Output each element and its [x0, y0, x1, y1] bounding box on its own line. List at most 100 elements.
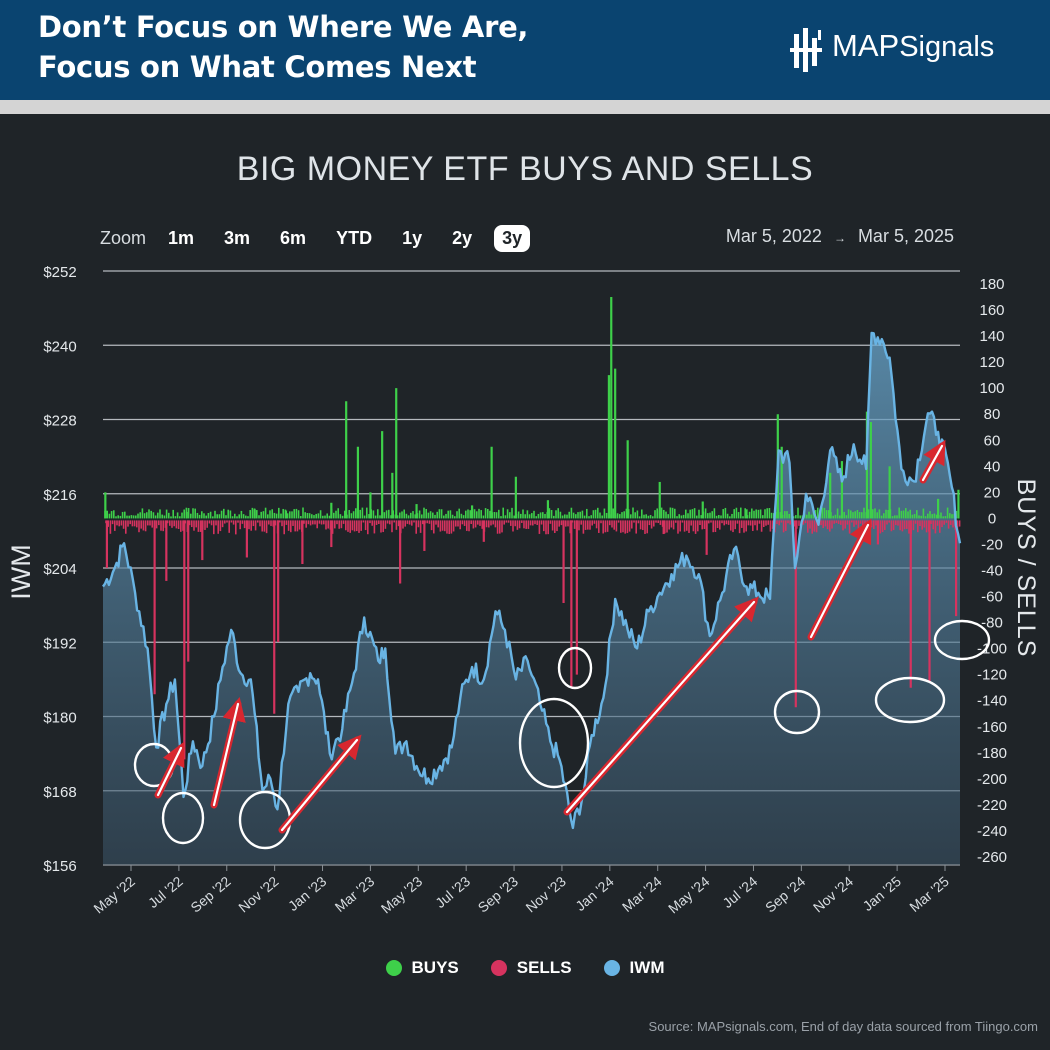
y-right-tick-label: -20: [981, 536, 1003, 553]
x-tick-label: May '22: [90, 873, 138, 917]
y-right-tick-label: -220: [977, 797, 1007, 814]
x-tick-label: Jan '24: [572, 873, 617, 914]
mapsignals-logo: MAPSignals: [790, 24, 1020, 78]
y-right-tick-label: -40: [981, 563, 1003, 580]
headline-line-1: Don’t Focus on Where We Are,: [38, 10, 529, 44]
annotation-arrow: [280, 738, 359, 832]
legend-dot-iwm: [603, 960, 620, 976]
annotation-circle: [557, 646, 593, 690]
header-banner: Don’t Focus on Where We Are, Focus on Wh…: [0, 0, 1050, 100]
x-tick-label: Sep '23: [475, 873, 521, 916]
annotation-circle: [773, 689, 821, 735]
range-start[interactable]: Mar 5, 2022: [725, 226, 822, 246]
y-right-tick-label: 120: [979, 354, 1004, 371]
legend-label-iwm: IWM: [629, 958, 665, 977]
range-end[interactable]: Mar 5, 2025: [857, 226, 954, 246]
y-left-tick-label: $216: [43, 487, 76, 504]
y-left-tick-label: $228: [43, 413, 76, 430]
date-range: Mar 5, 2022 → Mar 5, 2025: [726, 226, 954, 247]
annotation-circle: [518, 697, 590, 789]
y-right-tick-label: -100: [977, 641, 1007, 658]
x-tick-label: Nov '23: [523, 873, 569, 916]
zoom-button-6m[interactable]: 6m: [280, 227, 307, 248]
zoom-button-2y[interactable]: 2y: [452, 227, 473, 248]
annotation-circle: [933, 619, 991, 661]
y-left-tick-label: $168: [43, 784, 76, 801]
legend-label-sells: SELLS: [516, 958, 572, 977]
y-right-tick-label: -160: [977, 719, 1007, 736]
legend-item-buys[interactable]: BUYS: [385, 958, 459, 978]
x-tick-label: May '24: [665, 873, 713, 917]
y-right-tick-label: -180: [977, 745, 1007, 762]
legend-dot-sells: [490, 960, 507, 976]
x-tick-label: Sep '22: [187, 873, 233, 916]
iwm-area: [103, 332, 960, 865]
y-right-tick-label: 160: [979, 302, 1004, 319]
y-right-axis-title: BUYS / SELLS: [1012, 479, 1040, 658]
logo-wordmark: MAPSignals: [832, 28, 994, 64]
x-tick-label: Mar '24: [619, 873, 665, 915]
y-right-tick-label: -140: [977, 693, 1007, 710]
range-arrow-icon: →: [833, 231, 846, 245]
x-tick-label: Nov '22: [235, 873, 281, 916]
y-left-tick-label: $240: [43, 338, 76, 355]
y-right-tick-label: 80: [984, 406, 1001, 423]
x-tick-label: Jan '25: [860, 873, 905, 914]
y-right-tick-label: 180: [979, 276, 1004, 293]
y-left-tick-label: $180: [43, 710, 76, 727]
y-right-tick-label: -80: [981, 615, 1003, 632]
y-right-tick-label: -260: [977, 849, 1007, 866]
annotation-circle: [874, 676, 946, 724]
iwm-line: [102, 331, 962, 830]
source-note: Source: MAPsignals.com, End of day data …: [648, 1019, 1038, 1034]
annotation-arrow: [921, 444, 944, 482]
legend-item-iwm[interactable]: IWM: [603, 958, 665, 978]
logo-mark-icon: [790, 28, 822, 72]
chart-legend: BUYS SELLS IWM: [0, 958, 1050, 978]
y-right-tick-label: 0: [988, 510, 996, 527]
x-tick-label: Jul '22: [145, 873, 186, 911]
header-divider: [0, 100, 1050, 114]
zoom-button-1y[interactable]: 1y: [402, 227, 423, 248]
annotation-circle: [161, 791, 205, 845]
y-right-tick-label: 100: [979, 380, 1004, 397]
logo-map: MAP: [832, 28, 900, 63]
annotation-arrow: [809, 523, 870, 639]
legend-item-sells[interactable]: SELLS: [490, 958, 572, 978]
y-left-tick-label: $252: [43, 264, 76, 281]
chart-title: BIG MONEY ETF BUYS AND SELLS: [236, 150, 814, 188]
y-left-tick-label: $192: [43, 635, 76, 652]
x-tick-label: Mar '23: [332, 873, 378, 915]
zoom-toolbar: Zoom 1m 3m 6m YTD 1y 2y 3y: [100, 224, 544, 252]
logo-signals: Signals: [899, 31, 995, 63]
x-tick-label: Jul '23: [432, 873, 473, 911]
x-tick-label: May '23: [378, 873, 426, 917]
zoom-button-ytd[interactable]: YTD: [336, 227, 373, 248]
y-right-tick-label: 60: [984, 432, 1001, 449]
x-tick-label: Nov '24: [810, 873, 856, 916]
annotation-arrow: [565, 600, 756, 814]
annotation-arrow: [156, 746, 183, 797]
zoom-button-3y[interactable]: 3y: [494, 224, 531, 252]
zoom-button-3m[interactable]: 3m: [224, 227, 251, 248]
zoom-label: Zoom: [100, 227, 147, 248]
y-left-tick-label: $204: [43, 561, 76, 578]
headline-line-2: Focus on What Comes Next: [38, 50, 477, 84]
annotation-arrow: [212, 702, 240, 807]
legend-dot-buys: [385, 960, 402, 976]
x-tick-label: Jan '23: [285, 873, 330, 914]
zoom-button-1m[interactable]: 1m: [168, 227, 195, 248]
y-right-tick-label: -60: [981, 589, 1003, 606]
y-right-tick-label: 40: [984, 458, 1001, 475]
y-right-tick-label: -200: [977, 771, 1007, 788]
y-right-tick-label: -240: [977, 823, 1007, 840]
y-right-tick-label: 140: [979, 328, 1004, 345]
legend-label-buys: BUYS: [411, 958, 459, 977]
y-right-tick-label: 20: [984, 484, 1001, 501]
y-right-tick-label: -120: [977, 667, 1007, 684]
x-tick-label: Jul '24: [719, 873, 760, 911]
y-left-axis-title: IWM: [6, 544, 36, 599]
x-tick-label: Sep '24: [762, 873, 808, 916]
y-left-tick-label: $156: [43, 858, 76, 875]
